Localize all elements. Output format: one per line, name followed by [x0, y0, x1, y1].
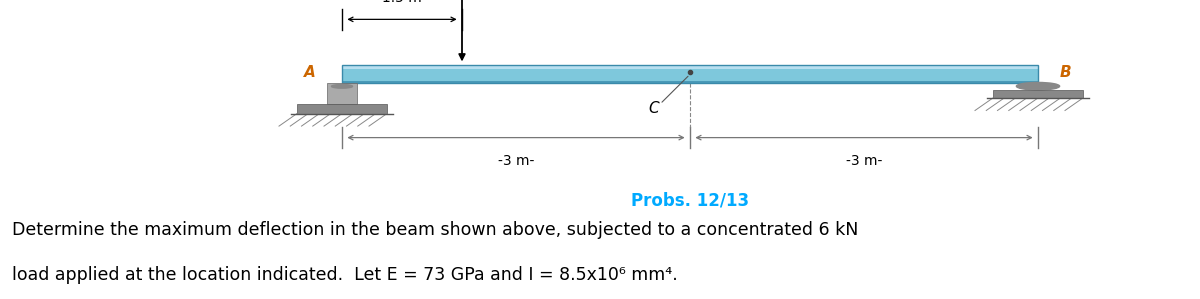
- Bar: [326, 83, 358, 104]
- Text: load applied at the location indicated.  Let E = 73 GPa and I = 8.5x10⁶ mm⁴.: load applied at the location indicated. …: [12, 266, 678, 283]
- Bar: [342, 81, 1038, 83]
- Bar: [342, 65, 1038, 83]
- Text: Determine the maximum deflection in the beam shown above, subjected to a concent: Determine the maximum deflection in the …: [12, 221, 858, 239]
- Circle shape: [1016, 83, 1060, 90]
- Bar: [342, 65, 1038, 83]
- Text: -3 m-: -3 m-: [846, 154, 882, 168]
- Bar: [342, 65, 1038, 66]
- Text: A: A: [304, 65, 316, 80]
- Text: Probs. 12/13: Probs. 12/13: [631, 192, 749, 210]
- Circle shape: [331, 85, 353, 88]
- Text: -3 m-: -3 m-: [498, 154, 534, 168]
- Bar: [994, 90, 1084, 98]
- Bar: [342, 65, 1038, 69]
- Text: B: B: [1060, 65, 1072, 80]
- Text: -1.5 m-: -1.5 m-: [377, 0, 427, 5]
- Text: C: C: [649, 101, 659, 116]
- Bar: [296, 104, 386, 114]
